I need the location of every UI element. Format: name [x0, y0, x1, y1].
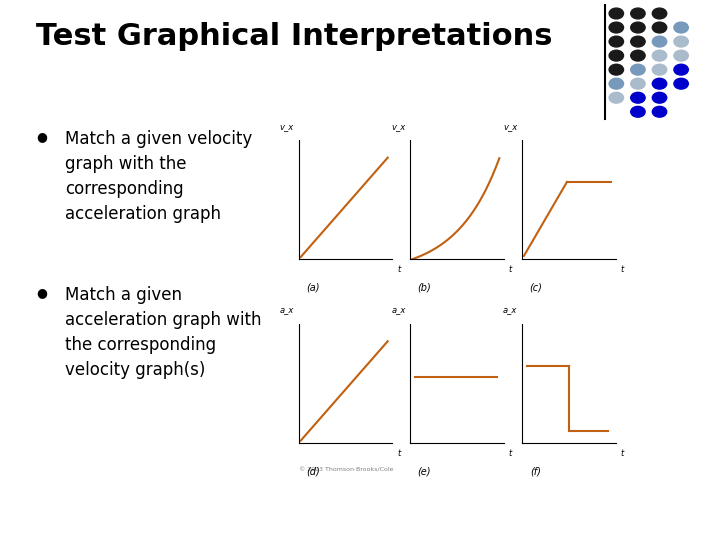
- Text: v_x: v_x: [280, 122, 294, 131]
- Circle shape: [652, 92, 667, 103]
- Circle shape: [609, 92, 624, 103]
- Circle shape: [609, 50, 624, 61]
- Text: Match a given
acceleration graph with
the corresponding
velocity graph(s): Match a given acceleration graph with th…: [65, 286, 261, 379]
- Text: v_x: v_x: [503, 122, 518, 131]
- Text: ●: ●: [36, 130, 47, 143]
- Circle shape: [652, 64, 667, 75]
- Text: (f): (f): [531, 467, 541, 477]
- Circle shape: [631, 106, 645, 117]
- Text: (b): (b): [418, 283, 431, 293]
- Text: (e): (e): [418, 467, 431, 477]
- Text: Test Graphical Interpretations: Test Graphical Interpretations: [36, 22, 552, 51]
- Circle shape: [609, 22, 624, 33]
- Circle shape: [652, 78, 667, 89]
- Text: a_x: a_x: [392, 306, 406, 314]
- Text: t: t: [397, 265, 400, 274]
- Circle shape: [609, 36, 624, 47]
- Text: t: t: [508, 449, 512, 458]
- Circle shape: [631, 64, 645, 75]
- Circle shape: [609, 64, 624, 75]
- Circle shape: [631, 78, 645, 89]
- Text: t: t: [621, 449, 624, 458]
- Circle shape: [631, 50, 645, 61]
- Circle shape: [652, 36, 667, 47]
- Circle shape: [631, 92, 645, 103]
- Text: v_x: v_x: [392, 122, 406, 131]
- Circle shape: [674, 64, 688, 75]
- Text: © 2003 Thomson·Brooks/Cole: © 2003 Thomson·Brooks/Cole: [299, 467, 393, 472]
- Circle shape: [674, 78, 688, 89]
- Circle shape: [652, 8, 667, 19]
- Text: ●: ●: [36, 286, 47, 299]
- Circle shape: [609, 8, 624, 19]
- Circle shape: [631, 22, 645, 33]
- Circle shape: [631, 36, 645, 47]
- Circle shape: [674, 50, 688, 61]
- Circle shape: [609, 78, 624, 89]
- Text: (a): (a): [306, 283, 320, 293]
- Text: a_x: a_x: [503, 306, 518, 314]
- Text: t: t: [397, 449, 400, 458]
- Circle shape: [674, 36, 688, 47]
- Circle shape: [652, 22, 667, 33]
- Text: Match a given velocity
graph with the
corresponding
acceleration graph: Match a given velocity graph with the co…: [65, 130, 252, 222]
- Text: a_x: a_x: [280, 306, 294, 314]
- Text: (d): (d): [306, 467, 320, 477]
- Circle shape: [652, 106, 667, 117]
- Circle shape: [652, 50, 667, 61]
- Circle shape: [631, 8, 645, 19]
- Text: t: t: [621, 265, 624, 274]
- Text: (c): (c): [530, 283, 542, 293]
- Circle shape: [674, 22, 688, 33]
- Text: t: t: [508, 265, 512, 274]
